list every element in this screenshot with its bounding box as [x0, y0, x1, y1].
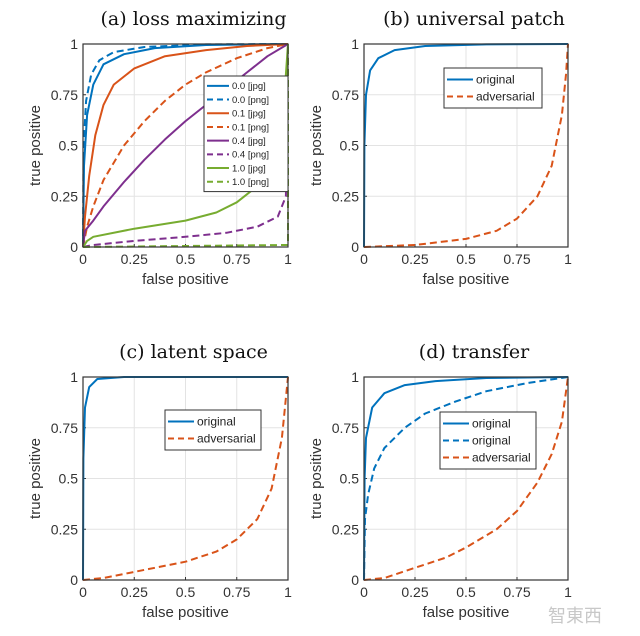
legend-entry: 0.0 [png]	[232, 95, 269, 106]
legend-entry: original	[476, 73, 515, 87]
y-tick-label: 0	[351, 572, 359, 588]
chart-title: (c) latent space	[119, 341, 268, 363]
y-tick-label: 0.25	[51, 521, 78, 537]
legend-entry: 0.1 [png]	[232, 122, 269, 133]
y-axis-label: true positive	[27, 438, 44, 519]
y-tick-label: 0.75	[51, 420, 78, 436]
x-tick-label: 0.5	[176, 251, 196, 267]
legend-entry: original	[472, 417, 511, 431]
y-tick-label: 0.25	[332, 188, 359, 204]
y-axis-label: true positive	[308, 105, 325, 186]
y-tick-label: 0.5	[340, 138, 360, 154]
x-tick-label: 1	[564, 251, 572, 267]
chart-title: (d) transfer	[419, 341, 530, 363]
x-axis-label: false positive	[423, 604, 510, 621]
x-tick-label: 0.75	[223, 251, 250, 267]
x-tick-label: 0.5	[176, 584, 196, 600]
legend-entry: 0.0 [jpg]	[232, 81, 266, 92]
legend: original adversarial	[164, 409, 262, 451]
series-line-0	[363, 43, 569, 248]
series-line-1	[82, 376, 289, 581]
x-tick-label: 0.25	[401, 584, 428, 600]
y-tick-label: 0.5	[340, 471, 360, 487]
legend-entry: 0.1 [jpg]	[232, 109, 266, 120]
x-tick-label: 0.25	[121, 584, 148, 600]
y-tick-label: 0.75	[332, 87, 359, 103]
x-axis-label: false positive	[142, 271, 229, 288]
legend-entry: 0.4 [jpg]	[232, 136, 266, 147]
legend: original adversarial	[443, 67, 543, 109]
y-tick-label: 0	[70, 572, 78, 588]
x-tick-label: 0	[79, 584, 87, 600]
subplot-2: 0 0.25 0.5 0.75 1 0 0.25 0.5 0.75 1 (c) latent spa…	[27, 341, 292, 621]
legend: original original adversarial	[439, 411, 537, 470]
series-line-0	[363, 376, 569, 581]
legend-box	[203, 75, 289, 193]
y-tick-label: 0.5	[59, 138, 79, 154]
x-tick-label: 0.5	[456, 584, 476, 600]
chart-title: (a) loss maximizing	[101, 8, 287, 30]
x-tick-label: 0.25	[121, 251, 148, 267]
x-tick-label: 1	[564, 584, 572, 600]
legend: 0.0 [jpg] 0.0 [png] 0.1 [jpg] 0.1 [png] 0.4 …	[203, 75, 289, 193]
y-tick-label: 0	[70, 239, 78, 255]
y-tick-label: 0.75	[51, 87, 78, 103]
legend-entry: adversarial	[472, 451, 531, 465]
legend-entry: adversarial	[197, 432, 256, 446]
x-axis-label: false positive	[142, 604, 229, 621]
x-axis-label: false positive	[423, 271, 510, 288]
y-tick-label: 0.25	[332, 521, 359, 537]
series-line-5	[82, 43, 289, 248]
plot-frame	[363, 43, 569, 248]
y-tick-label: 1	[351, 369, 359, 385]
y-tick-label: 0	[351, 239, 359, 255]
subplot-3: 0 0.25 0.5 0.75 1 0 0.25 0.5 0.75 1 (d) transfer fa…	[308, 341, 572, 621]
series-line-4	[82, 43, 289, 248]
x-tick-label: 1	[284, 251, 292, 267]
legend-entry: 1.0 [png]	[232, 177, 269, 188]
plot-frame	[82, 376, 289, 581]
x-tick-label: 0.75	[503, 251, 530, 267]
plot-frame	[363, 376, 569, 581]
series-line-2	[363, 376, 569, 581]
y-tick-label: 0.25	[51, 188, 78, 204]
legend-entry: original	[472, 434, 511, 448]
series-line-1	[82, 43, 289, 248]
subplot-0: 0 0.25 0.5 0.75 1 0 0.25 0.5 0.75 1 (a) loss maxim…	[27, 8, 292, 288]
y-axis-label: true positive	[308, 438, 325, 519]
x-tick-label: 0.75	[503, 584, 530, 600]
series-line-1	[363, 376, 569, 581]
y-tick-label: 0.75	[332, 420, 359, 436]
y-tick-label: 1	[70, 369, 78, 385]
y-tick-label: 0.5	[59, 471, 79, 487]
series-line-7	[82, 44, 289, 248]
chart-title: (b) universal patch	[383, 8, 565, 30]
x-tick-label: 0.75	[223, 584, 250, 600]
legend-entry: adversarial	[476, 90, 535, 104]
legend-entry: 0.4 [png]	[232, 150, 269, 161]
x-tick-label: 0	[360, 584, 368, 600]
subplot-1: 0 0.25 0.5 0.75 1 0 0.25 0.5 0.75 1 (b) universal …	[308, 8, 572, 288]
series-line-2	[82, 43, 289, 248]
x-tick-label: 1	[284, 584, 292, 600]
y-tick-label: 1	[351, 36, 359, 52]
legend-entry: 1.0 [jpg]	[232, 163, 266, 174]
series-line-3	[82, 43, 289, 248]
legend-box	[443, 67, 543, 109]
legend-box	[164, 409, 262, 451]
x-tick-label: 0	[79, 251, 87, 267]
x-tick-label: 0.5	[456, 251, 476, 267]
legend-entry: original	[197, 415, 236, 429]
x-tick-label: 0	[360, 251, 368, 267]
x-tick-label: 0.25	[401, 251, 428, 267]
y-tick-label: 1	[70, 36, 78, 52]
y-axis-label: true positive	[27, 105, 44, 186]
